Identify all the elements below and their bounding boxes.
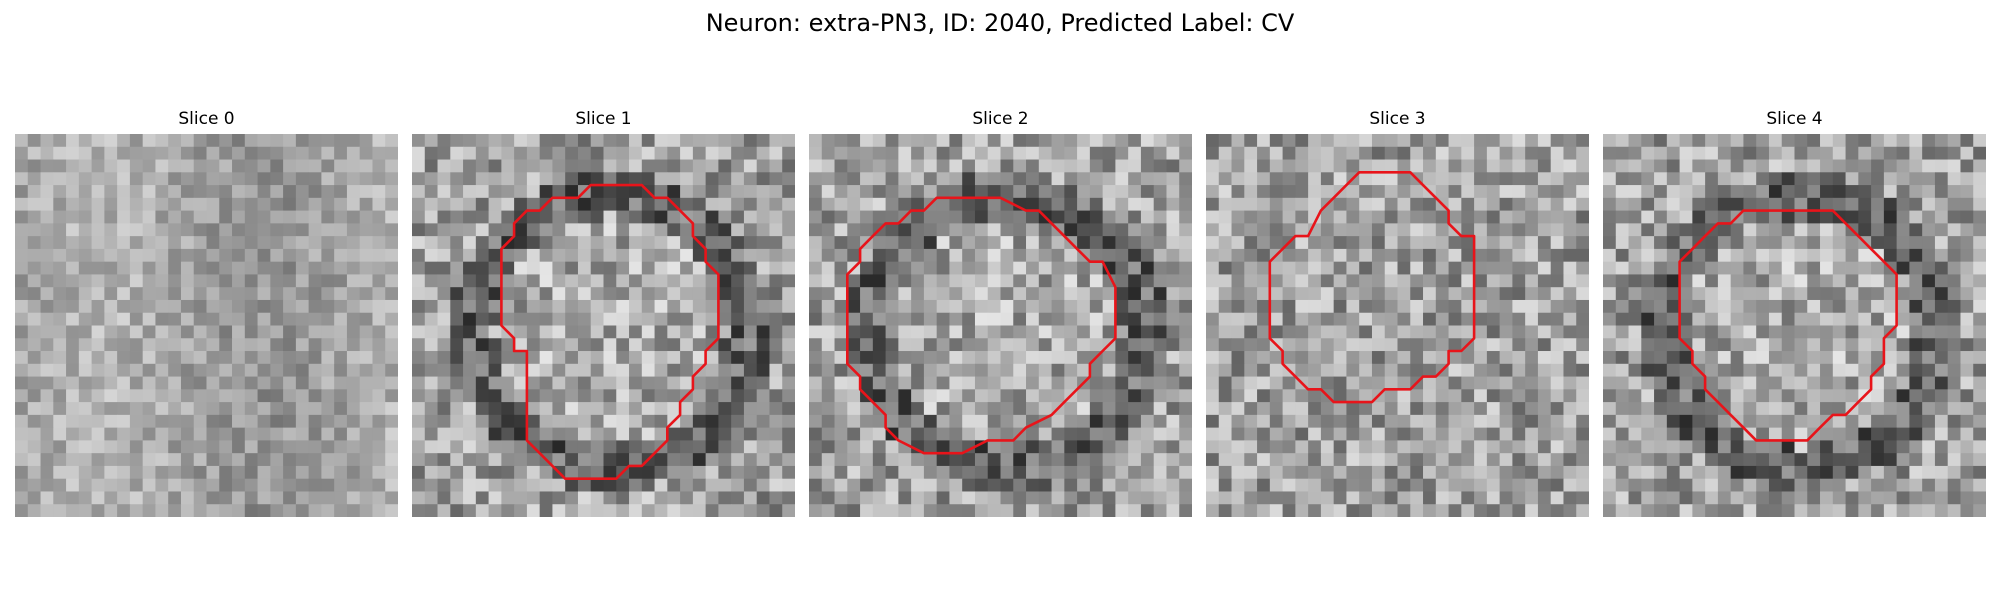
slice-panel-1: Slice 1 <box>412 108 795 517</box>
pixel-grid <box>809 134 1192 517</box>
slice-image <box>1206 134 1589 517</box>
slice-image <box>15 134 398 517</box>
slice-title: Slice 0 <box>178 109 235 129</box>
pixel-grid <box>15 134 398 517</box>
slice-image <box>1603 134 1986 517</box>
roi-contour <box>1268 170 1476 404</box>
slice-panel-4: Slice 4 <box>1603 108 1986 517</box>
slice-title: Slice 4 <box>1766 109 1823 129</box>
slice-panel-2: Slice 2 <box>809 108 1192 517</box>
slice-title: Slice 2 <box>972 109 1029 129</box>
roi-contour <box>500 183 720 481</box>
slice-panel-3: Slice 3 <box>1206 108 1589 517</box>
pixel-grid <box>1206 134 1589 517</box>
slice-panel-0: Slice 0 <box>15 108 398 517</box>
pixel-grid <box>1603 134 1986 517</box>
slice-title: Slice 3 <box>1369 109 1426 129</box>
slice-title: Slice 1 <box>575 109 632 129</box>
roi-contour <box>1678 209 1898 442</box>
slice-image <box>809 134 1192 517</box>
pixel-grid <box>412 134 795 517</box>
roi-contour <box>845 196 1117 455</box>
slice-image <box>412 134 795 517</box>
figure-title: Neuron: extra-PN3, ID: 2040, Predicted L… <box>705 9 1295 37</box>
